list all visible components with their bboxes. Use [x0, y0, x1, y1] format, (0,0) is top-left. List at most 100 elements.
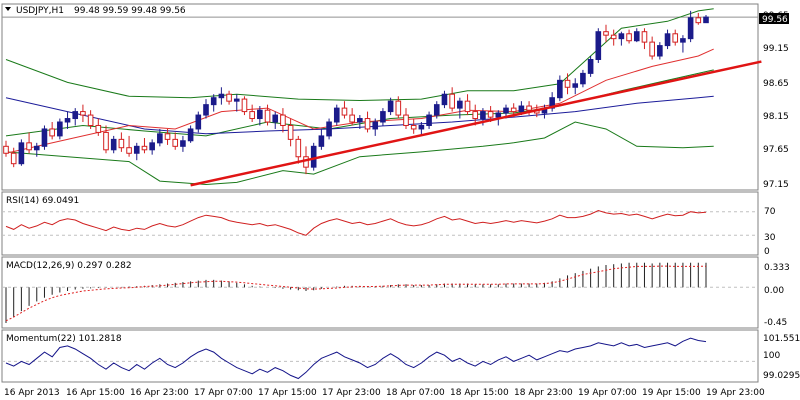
price-tick: 97.15 — [763, 180, 789, 190]
candle-body — [380, 111, 386, 123]
candle-body — [249, 111, 255, 120]
time-label: 18 Apr 23:00 — [514, 388, 573, 398]
rsi-line — [5, 209, 707, 236]
candle-body — [495, 112, 502, 118]
price-tick: 99.15 — [763, 44, 789, 54]
candle-body — [364, 118, 371, 130]
candle-body — [633, 31, 640, 42]
candle-body — [672, 33, 679, 43]
slow-ma-line — [5, 95, 714, 135]
candle-body — [649, 41, 655, 57]
bollinger-lower-line — [5, 121, 714, 186]
candle-body — [472, 111, 479, 120]
momentum-tick: 101.5517 — [763, 334, 800, 344]
candle-body — [680, 38, 686, 43]
price-tick: 97.65 — [763, 145, 789, 155]
candle-body — [372, 121, 379, 130]
candle-body — [641, 31, 648, 43]
momentum-line — [5, 337, 707, 380]
candle-body — [95, 124, 102, 133]
fast-ma-line — [5, 48, 714, 154]
candle-body — [657, 45, 663, 57]
candle-body — [87, 114, 94, 126]
bollinger-upper-line — [5, 8, 714, 102]
macd-signal-line — [5, 265, 706, 322]
candle-body — [341, 107, 348, 116]
ohlc-label: 99.48 99.59 99.48 99.56 — [74, 6, 186, 16]
candle-body — [172, 138, 179, 147]
candle-body — [149, 142, 155, 151]
candle-body — [610, 34, 617, 40]
candle-body — [510, 107, 517, 113]
chart-marks — [2, 8, 762, 380]
candle-body — [57, 121, 63, 137]
candle-body — [357, 118, 363, 123]
macd-title: MACD(12,26,9) 0.297 0.282 — [6, 261, 132, 271]
price-tick: 98.15 — [763, 112, 789, 122]
candle-body — [118, 138, 125, 149]
time-label: 17 Apr 07:00 — [194, 388, 253, 398]
candle-body — [218, 93, 225, 99]
candle-body — [241, 98, 248, 113]
candle-body — [564, 79, 571, 88]
candle-body — [33, 145, 40, 151]
candle-body — [318, 135, 325, 147]
momentum-title: Momentum(22) 101.2818 — [6, 334, 122, 344]
time-label: 16 Apr 23:00 — [130, 388, 189, 398]
candle-body — [203, 104, 209, 116]
candle-body — [595, 31, 602, 60]
trendline — [190, 60, 762, 187]
candle-body — [287, 124, 294, 140]
candle-body — [257, 109, 263, 120]
candle-body — [487, 111, 494, 118]
rsi-title: RSI(14) 69.0491 — [6, 196, 79, 206]
macd-panel — [1, 256, 759, 329]
candle-body — [210, 97, 217, 106]
candle-body — [618, 33, 625, 40]
candle-body — [572, 83, 579, 88]
time-label: 19 Apr 07:00 — [578, 388, 637, 398]
time-label: 19 Apr 23:00 — [706, 388, 765, 398]
momentum-panel — [1, 329, 759, 383]
candle-body — [303, 156, 309, 168]
candle-body — [387, 100, 394, 113]
time-label: 18 Apr 15:00 — [450, 388, 509, 398]
candle-body — [64, 118, 71, 123]
candle-body — [587, 58, 594, 74]
candle-body — [126, 147, 132, 154]
candle-body — [703, 16, 709, 24]
candle-body — [141, 145, 148, 151]
candle-body — [187, 128, 194, 142]
current-price-badge — [759, 13, 789, 24]
candle-body — [3, 145, 9, 154]
rsi-tick: 30 — [764, 233, 776, 243]
candle-body — [110, 138, 117, 151]
candle-body — [18, 142, 25, 165]
price-tick: 98.65 — [763, 79, 789, 89]
macd-tick: 0.333 — [764, 263, 790, 273]
rsi-tick: 70 — [764, 207, 776, 217]
current-price-label: 99.56 — [762, 15, 788, 25]
candle-body — [603, 31, 609, 36]
candle-body — [480, 111, 486, 120]
candle-body — [280, 114, 286, 126]
candle-body — [195, 114, 202, 130]
candle-body — [557, 79, 563, 99]
time-label: 16 Apr 15:00 — [66, 388, 125, 398]
candle-body — [264, 109, 271, 123]
time-label: 17 Apr 15:00 — [258, 388, 317, 398]
dropdown-arrow-icon[interactable] — [5, 7, 11, 11]
time-label: 19 Apr 15:00 — [642, 388, 701, 398]
candle-body — [80, 111, 86, 116]
candle-body — [349, 114, 355, 123]
candle-body — [41, 128, 48, 147]
candle-body — [333, 107, 340, 123]
candle-body — [103, 131, 109, 151]
candle-body — [226, 93, 232, 102]
candle-body — [133, 145, 140, 154]
candle-body — [310, 145, 317, 168]
rsi-panel — [1, 191, 759, 256]
candle-body — [72, 111, 79, 120]
symbol-label: USDJPY,H1 — [16, 6, 64, 16]
candle-body — [272, 114, 279, 123]
